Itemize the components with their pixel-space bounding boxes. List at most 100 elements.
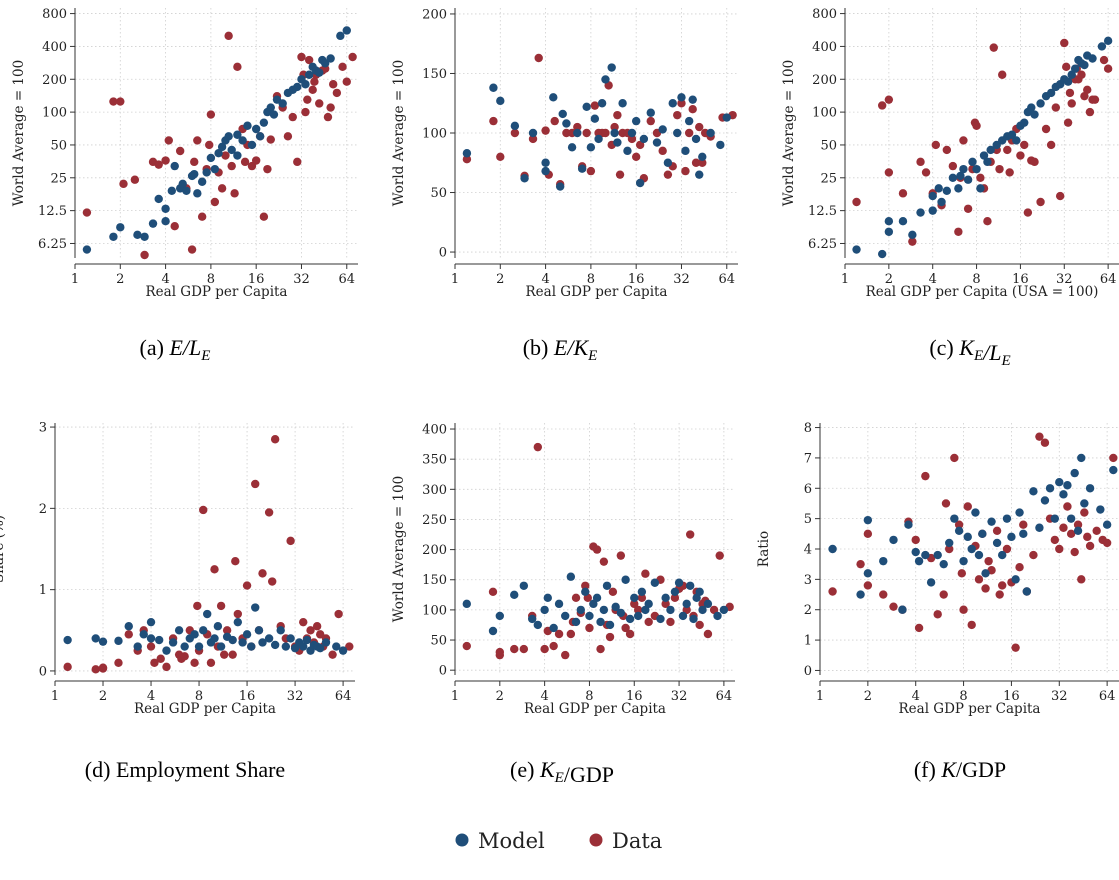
point-data — [193, 601, 202, 611]
x-tick-label: 8 — [972, 272, 980, 287]
point-model — [663, 158, 673, 167]
panel-caption: (f) K/GDP — [914, 757, 1006, 782]
point-model — [1097, 42, 1107, 51]
point-model — [336, 31, 345, 41]
point-model — [1029, 487, 1038, 496]
y-tick-label: 12.5 — [38, 204, 67, 219]
point-model — [986, 145, 995, 155]
point-model — [217, 142, 227, 152]
point-model — [321, 638, 331, 647]
point-data — [510, 128, 520, 138]
point-model — [1103, 36, 1113, 46]
point-model — [520, 174, 529, 183]
point-data — [898, 189, 908, 198]
point-model — [610, 128, 619, 138]
point-model — [971, 508, 980, 517]
point-model — [193, 189, 202, 198]
y-tick-label: 1 — [804, 634, 812, 649]
point-data — [954, 227, 963, 236]
point-data — [332, 88, 342, 98]
point-model — [668, 99, 677, 108]
point-data — [1046, 140, 1056, 150]
point-data — [1055, 544, 1064, 554]
point-data — [974, 575, 984, 584]
y-tick-label: 400 — [812, 40, 837, 55]
point-model — [658, 125, 667, 134]
point-model — [719, 605, 729, 615]
y-tick-label: 300 — [422, 483, 447, 498]
point-data — [533, 442, 543, 452]
point-model — [541, 158, 550, 167]
point-data — [637, 593, 647, 603]
y-tick-label: 800 — [42, 7, 67, 22]
point-model — [596, 617, 605, 627]
x-tick-label: 32 — [671, 689, 688, 704]
point-model — [224, 132, 233, 141]
point-model — [228, 635, 237, 645]
point-data — [338, 62, 347, 72]
point-model — [945, 538, 954, 548]
point-data — [306, 626, 315, 635]
x-tick-label: 64 — [1100, 272, 1117, 287]
legend-label-model: Model — [478, 829, 545, 853]
point-model — [921, 550, 930, 560]
point-data — [114, 658, 123, 668]
point-data — [91, 665, 100, 674]
point-model — [716, 140, 725, 150]
point-data — [670, 593, 680, 603]
point-data — [328, 650, 337, 659]
point-data — [206, 658, 216, 668]
point-model — [621, 575, 630, 584]
point-model — [238, 638, 247, 647]
point-data — [942, 145, 952, 155]
point-model — [933, 550, 942, 560]
point-data — [540, 644, 549, 654]
point-data — [124, 630, 133, 639]
y-tick-label: 50 — [430, 634, 447, 649]
point-model — [950, 514, 959, 523]
point-model — [133, 642, 142, 651]
point-model — [577, 164, 587, 173]
point-model — [586, 143, 596, 152]
point-model — [616, 608, 626, 618]
point-data — [146, 642, 156, 651]
point-model — [666, 605, 675, 615]
point-model — [992, 538, 1002, 548]
point-data — [109, 97, 118, 106]
point-data — [957, 569, 967, 578]
point-data — [293, 157, 302, 167]
point-model — [1066, 514, 1076, 523]
point-data — [345, 642, 354, 651]
y-tick-label: 2 — [804, 603, 812, 618]
x-tick-label: 16 — [239, 689, 256, 704]
x-tick-label: 4 — [912, 689, 920, 704]
point-model — [1109, 465, 1118, 475]
point-data — [1055, 191, 1065, 201]
point-data — [210, 197, 220, 207]
point-data — [205, 140, 214, 150]
point-model — [1030, 110, 1039, 119]
y-tick-label: 3 — [804, 573, 812, 588]
point-data — [224, 31, 233, 41]
y-axis-label: World Average = 100 — [391, 476, 407, 622]
y-axis-label: World Average = 100 — [781, 60, 797, 206]
point-data — [889, 602, 898, 611]
point-model — [656, 614, 665, 624]
point-data — [608, 587, 618, 597]
point-model — [1063, 481, 1072, 490]
x-tick-label: 64 — [1099, 689, 1116, 704]
point-model — [299, 642, 308, 651]
x-tick-label: 16 — [248, 272, 265, 287]
point-data — [661, 599, 670, 609]
point-model — [623, 146, 632, 156]
point-model — [605, 620, 615, 630]
point-model — [203, 609, 212, 619]
point-data — [283, 132, 293, 141]
point-data — [627, 134, 637, 144]
point-model — [956, 171, 965, 181]
point-model — [928, 206, 937, 215]
point-model — [1035, 523, 1044, 532]
point-model — [585, 611, 594, 621]
point-data — [98, 663, 108, 672]
